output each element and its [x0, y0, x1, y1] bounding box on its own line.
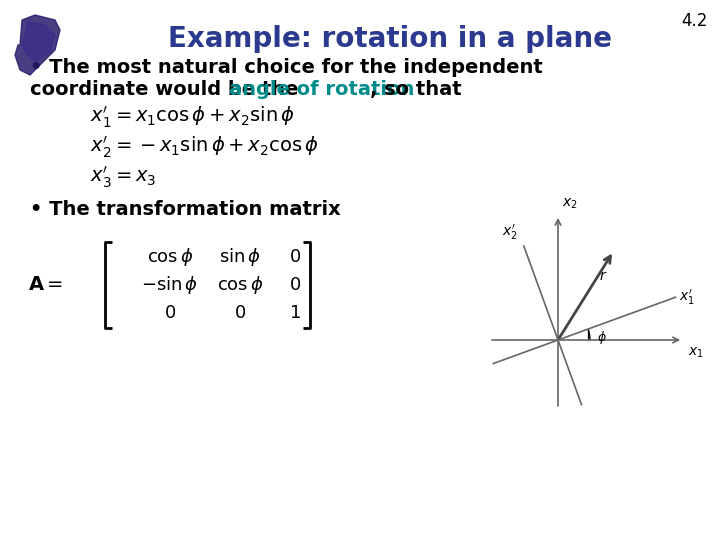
Text: $\sin\phi$: $\sin\phi$	[219, 246, 261, 268]
Text: $0$: $0$	[164, 304, 176, 322]
Text: $x_2'$: $x_2'$	[502, 223, 518, 242]
Polygon shape	[15, 15, 60, 75]
Text: $1$: $1$	[289, 304, 301, 322]
Text: • The most natural choice for the independent: • The most natural choice for the indepe…	[30, 58, 543, 77]
Text: $-\sin\phi$: $-\sin\phi$	[141, 274, 199, 296]
Text: angle of rotation: angle of rotation	[229, 80, 415, 99]
Text: $\cos\phi$: $\cos\phi$	[147, 246, 193, 268]
Text: $x_2' = -x_1 \sin\phi + x_2 \cos\phi$: $x_2' = -x_1 \sin\phi + x_2 \cos\phi$	[90, 135, 319, 160]
Text: $\cos\phi$: $\cos\phi$	[217, 274, 264, 296]
Text: $0$: $0$	[289, 248, 301, 266]
Text: $\mathbf{A} =$: $\mathbf{A} =$	[28, 276, 63, 294]
Polygon shape	[22, 22, 55, 62]
Text: $0$: $0$	[289, 276, 301, 294]
Text: 4.2: 4.2	[682, 12, 708, 30]
Text: $x_1$: $x_1$	[688, 346, 704, 360]
Text: $x_3' = x_3$: $x_3' = x_3$	[90, 165, 156, 191]
Text: $\phi$: $\phi$	[598, 329, 607, 346]
Text: coordinate would be the: coordinate would be the	[30, 80, 305, 99]
Text: , so that: , so that	[370, 80, 462, 99]
Text: $x_2$: $x_2$	[562, 197, 577, 211]
Text: $0$: $0$	[234, 304, 246, 322]
Text: $x_1' = x_1 \cos\phi + x_2 \sin\phi$: $x_1' = x_1 \cos\phi + x_2 \sin\phi$	[90, 105, 295, 131]
Text: $x_1'$: $x_1'$	[680, 288, 696, 307]
Text: $r$: $r$	[600, 269, 608, 283]
Text: • The transformation matrix: • The transformation matrix	[30, 200, 341, 219]
Text: Example: rotation in a plane: Example: rotation in a plane	[168, 25, 612, 53]
